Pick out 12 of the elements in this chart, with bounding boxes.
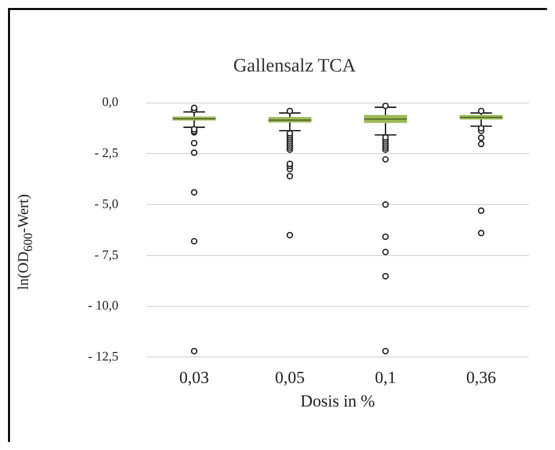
x-axis-title: Dosis in % <box>300 391 375 410</box>
x-tick-label: 0,1 <box>374 368 396 387</box>
x-tick-label: 0,03 <box>179 368 210 387</box>
chart-title: Gallensalz TCA <box>233 55 356 76</box>
y-tick-label: - 5,0 <box>94 196 118 211</box>
x-tick-label: 0,36 <box>466 368 496 387</box>
y-tick-label: - 7,5 <box>94 246 118 262</box>
x-tick-label: 0,05 <box>274 368 305 387</box>
y-tick-label: - 10,0 <box>88 298 118 313</box>
y-tick-label: - 2,5 <box>94 145 118 160</box>
y-tick-label: 0,0 <box>102 94 118 110</box>
y-tick-label: - 12,5 <box>88 348 118 364</box>
